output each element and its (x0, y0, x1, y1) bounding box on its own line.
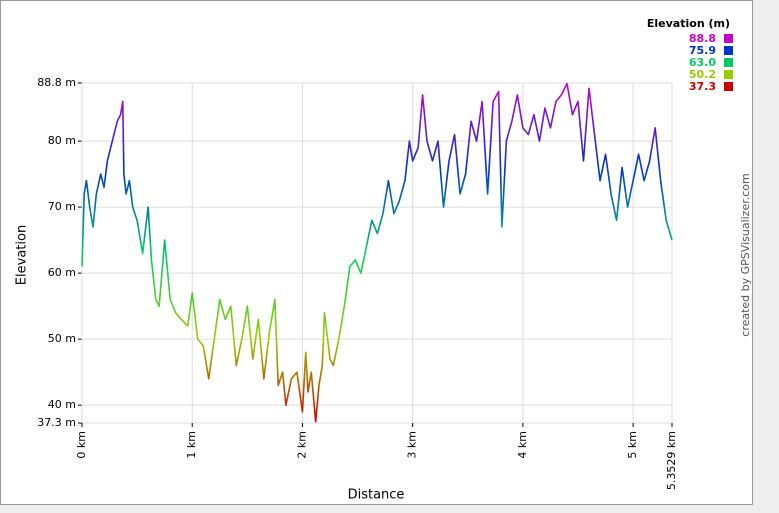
legend-swatch (724, 46, 733, 55)
legend-value: 88.8 (689, 32, 716, 45)
elevation-line (81, 82, 673, 423)
legend-value: 50.2 (689, 68, 716, 81)
y-tick-label: 88.8 m (37, 76, 76, 89)
x-axis-label: Distance (348, 488, 405, 503)
legend-value: 75.9 (689, 44, 716, 57)
y-tick-label: 70 m (48, 200, 76, 213)
legend-value: 63.0 (689, 56, 716, 69)
y-axis-label: Elevation (15, 225, 30, 285)
y-tick-label: 60 m (48, 266, 76, 279)
x-tick-label: 2 km (295, 431, 308, 459)
x-tick-label: 3 km (406, 431, 419, 459)
x-tick-label: 1 km (185, 431, 198, 459)
legend-swatch (724, 34, 733, 43)
x-tick-label: 5.3529 km (665, 431, 678, 490)
credit: created by GPSVisualizer.com (739, 173, 752, 336)
x-tick-label: 0 km (75, 431, 88, 459)
y-tick-label: 50 m (48, 332, 76, 345)
y-tick-label: 37.3 m (37, 416, 76, 429)
legend-swatch (724, 58, 733, 67)
legend-title: Elevation (m) (647, 17, 730, 30)
y-tick-label: 40 m (48, 398, 76, 411)
x-tick-label: 5 km (626, 431, 639, 459)
y-tick-label: 80 m (48, 134, 76, 147)
legend-swatch (724, 70, 733, 79)
legend-swatch (724, 82, 733, 91)
legend-value: 37.3 (689, 80, 716, 93)
frame (0, 0, 753, 505)
x-tick-label: 4 km (516, 431, 529, 459)
